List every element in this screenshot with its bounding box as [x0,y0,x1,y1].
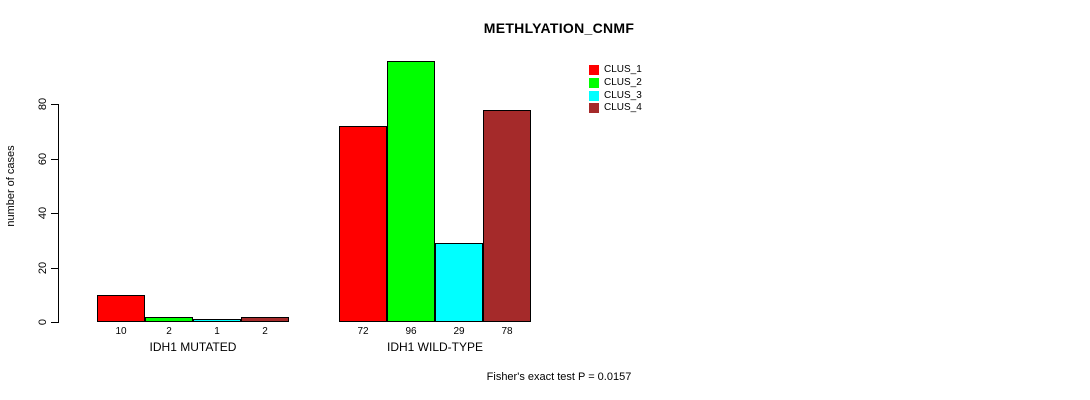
y-axis-line [58,104,59,323]
bar-clus_1-idh1-wild-type [339,126,387,322]
y-axis-tick [51,268,58,269]
category-label-idh1-mutated: IDH1 MUTATED [149,340,237,354]
bar-value-label: 78 [501,326,513,337]
bar-clus_4-idh1-mutated [241,317,289,322]
y-axis-tick-label: 80 [37,97,49,111]
bar-value-label: 96 [405,326,417,337]
bar-clus_2-idh1-mutated [145,317,193,322]
legend-label: CLUS_3 [604,89,642,101]
y-axis-tick [51,159,58,160]
legend-row-clus_2: CLUS_2 [589,77,642,90]
bar-value-label: 29 [453,326,465,337]
bar-value-label: 10 [115,326,127,337]
legend-swatch-clus_4 [589,103,599,114]
bar-clus_3-idh1-wild-type [435,243,483,322]
bar-clus_1-idh1-mutated [97,295,145,322]
legend-label: CLUS_1 [604,64,642,76]
legend-label: CLUS_4 [604,102,642,114]
annotation-fisher-test: Fisher's exact test P = 0.0157 [486,371,632,383]
bar-clus_3-idh1-mutated [193,319,241,322]
category-label-idh1-wild-type: IDH1 WILD-TYPE [386,340,483,354]
y-axis-tick [51,213,58,214]
legend: CLUS_1 CLUS_2 CLUS_3 CLUS_4 [589,64,642,115]
bar-value-label: 2 [262,326,268,337]
bar-value-label: 2 [166,326,172,337]
bar-value-label: 1 [214,326,220,337]
y-axis-tick-label: 40 [37,206,49,220]
legend-row-clus_4: CLUS_4 [589,102,642,115]
legend-row-clus_3: CLUS_3 [589,89,642,102]
y-axis-label: number of cases [5,145,17,227]
bar-value-label: 72 [357,326,369,337]
legend-swatch-clus_1 [589,65,599,76]
y-axis-tick-label: 60 [37,152,49,166]
bar-clus_2-idh1-wild-type [387,61,435,322]
legend-swatch-clus_3 [589,90,599,101]
y-axis-tick-label: 0 [37,318,49,326]
y-axis-tick [51,104,58,105]
chart-title: METHLYATION_CNMF [483,20,635,36]
legend-swatch-clus_2 [589,78,599,89]
y-axis-tick-label: 20 [37,261,49,275]
y-axis-tick [51,322,58,323]
legend-row-clus_1: CLUS_1 [589,64,642,77]
bar-clus_4-idh1-wild-type [483,110,531,322]
legend-label: CLUS_2 [604,77,642,89]
